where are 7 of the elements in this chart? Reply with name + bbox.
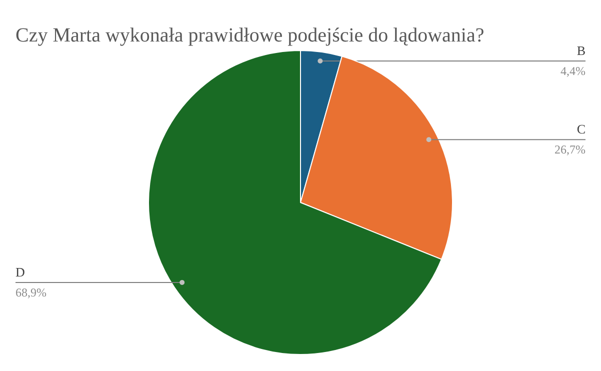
slice-label: C [576,122,586,137]
data-label: 26,7% [554,142,586,157]
slice-label: D [16,264,25,280]
chart-title: Czy Marta wykonała prawidłowe podejście do lądowania? [16,24,484,46]
data-label: 4,4% [560,64,586,78]
data-label: 68,9% [16,285,46,300]
slice-label: B [576,42,586,58]
